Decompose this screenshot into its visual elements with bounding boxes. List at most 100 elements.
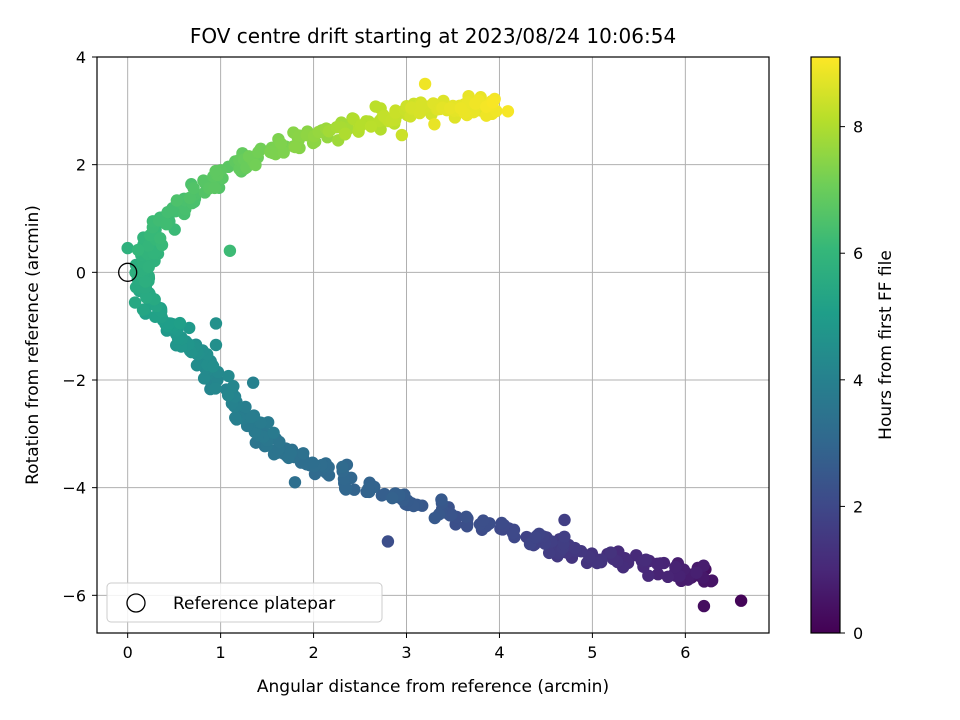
chart-title: FOV centre drift starting at 2023/08/24 …	[190, 24, 676, 48]
scatter-point	[639, 553, 652, 567]
scatter-point	[182, 321, 196, 335]
scatter-point	[121, 241, 134, 255]
scatter-point	[221, 389, 235, 402]
scatter-point	[140, 291, 153, 304]
data-points	[121, 77, 748, 613]
scatter-point	[288, 476, 302, 489]
scatter-point	[415, 98, 428, 111]
scatter-point	[142, 260, 155, 274]
scatter-point	[381, 535, 395, 548]
y-tick-label: −4	[62, 479, 86, 498]
x-tick-label: 1	[216, 643, 226, 662]
scatter-point	[542, 546, 556, 560]
scatter-point	[244, 410, 258, 424]
y-tick-label: 0	[76, 263, 86, 282]
scatter-point	[222, 369, 235, 383]
colorbar-gradient	[810, 56, 841, 634]
colorbar-tick-label: 0	[853, 624, 863, 643]
scatter-point	[170, 194, 184, 207]
scatter-point	[209, 338, 223, 352]
reference-point	[118, 262, 138, 282]
colorbar-tick-label: 2	[853, 497, 863, 516]
scatter-point	[428, 118, 441, 131]
scatter-point	[288, 140, 302, 154]
colorbar-label: Hours from first FF file	[876, 250, 896, 440]
x-tick-label: 5	[587, 643, 597, 662]
scatter-point	[495, 516, 508, 530]
scatter-point	[354, 119, 368, 132]
scatter-point	[187, 181, 200, 195]
scatter-point	[297, 447, 310, 460]
scatter-point	[223, 244, 237, 257]
scatter-point	[242, 150, 256, 163]
scatter-point	[209, 382, 222, 395]
scatter-point	[339, 127, 352, 140]
scatter-point	[160, 218, 173, 231]
scatter-point	[336, 460, 349, 474]
scatter-point	[267, 426, 280, 439]
scatter-point	[209, 164, 222, 178]
legend-marker	[126, 593, 146, 613]
scatter-point	[364, 120, 378, 133]
scatter-point	[208, 181, 221, 195]
scatter-point	[486, 96, 499, 109]
y-tick-label: 4	[76, 48, 86, 67]
colorbar: 0 2 4 6 8 Hours from first FF file	[810, 56, 896, 643]
y-axis-label: Rotation from reference (arcmin)	[23, 205, 43, 485]
y-tick-label: 2	[76, 156, 86, 175]
scatter-point	[197, 372, 211, 385]
scatter-point	[480, 109, 493, 122]
scatter-point	[389, 106, 402, 119]
colorbar-tick-label: 8	[853, 118, 863, 137]
scatter-point	[558, 513, 571, 527]
scatter-point	[246, 376, 260, 389]
scatter-point	[153, 232, 167, 245]
legend-box	[106, 582, 383, 623]
y-tick-label: −6	[62, 586, 86, 605]
x-tick-label: 6	[680, 643, 690, 662]
scatter-point	[136, 303, 150, 316]
scatter-point	[340, 482, 353, 495]
scatter-point	[529, 531, 542, 544]
legend: Reference platepar	[106, 582, 383, 623]
y-tick-label: −2	[62, 371, 86, 390]
scatter-point	[435, 493, 448, 506]
scatter-point	[604, 546, 617, 559]
scatter-point	[209, 317, 223, 330]
scatter-point	[460, 520, 474, 533]
x-tick-label: 0	[123, 643, 133, 662]
scatter-point	[697, 599, 711, 613]
scatter-point	[306, 456, 319, 469]
scatter-point	[669, 560, 682, 574]
x-axis-ticks: 0 1 2 3 4 5 6	[123, 633, 690, 662]
colorbar-tick-label: 6	[853, 244, 863, 263]
scatter-point	[249, 158, 262, 172]
x-tick-label: 4	[494, 643, 504, 662]
scatter-point	[454, 102, 467, 115]
scatter-point	[252, 145, 265, 159]
scatter-point	[128, 296, 142, 309]
scatter-point	[227, 380, 240, 393]
colorbar-ticks: 0 2 4 6 8	[840, 118, 863, 643]
scatter-point	[558, 530, 571, 543]
scatter-point	[460, 510, 473, 523]
scatter-point	[386, 491, 399, 505]
scatter-point	[734, 594, 748, 607]
scatter-point	[138, 275, 152, 288]
x-tick-label: 3	[401, 643, 411, 662]
scatter-point	[206, 360, 220, 373]
scatter-point	[651, 567, 665, 581]
scatter-point	[506, 526, 520, 540]
scatter-point	[501, 105, 515, 118]
scatter-point	[661, 570, 675, 584]
scatter-point	[395, 128, 409, 142]
colorbar-tick-label: 4	[853, 371, 863, 390]
reference-marker	[118, 262, 138, 282]
scatter-point	[183, 191, 197, 205]
scatter-point	[190, 359, 204, 372]
scatter-point	[131, 243, 145, 257]
x-axis-label: Angular distance from reference (arcmin)	[257, 677, 609, 697]
scatter-point	[418, 77, 432, 91]
scatter-point	[173, 316, 187, 330]
